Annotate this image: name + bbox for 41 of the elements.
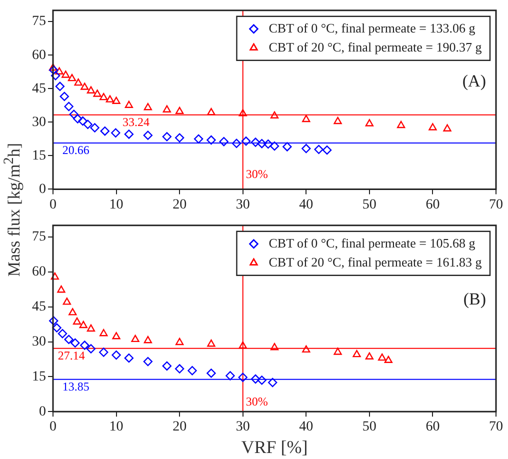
- y-tick-label: 15: [32, 148, 46, 164]
- x-tick-label: 40: [299, 197, 314, 212]
- x-tick-label: 30: [236, 420, 250, 435]
- x-tick-label: 30: [236, 197, 250, 212]
- annotation: 30%: [246, 167, 268, 182]
- annotation: (A): [462, 71, 486, 90]
- y-tick-label: 75: [32, 14, 46, 30]
- x-tick-label: 10: [109, 420, 124, 435]
- x-axis-title: VRF [%]: [241, 436, 308, 457]
- legend-label: CBT of 20 °C, final permeate = 161.83 g: [268, 254, 482, 270]
- x-tick-label: 20: [172, 420, 187, 435]
- y-tick-label: 75: [32, 230, 46, 245]
- x-tick-label: 60: [426, 420, 440, 435]
- annotation: 30%: [246, 394, 268, 408]
- x-tick-label: 40: [299, 420, 314, 435]
- y-tick-label: 30: [32, 114, 46, 130]
- x-tick-label: 0: [50, 420, 56, 435]
- legend-label: CBT of 0 °C, final permeate = 133.06 g: [268, 20, 476, 36]
- y-tick-label: 0: [39, 404, 46, 420]
- x-tick-label: 20: [172, 197, 187, 212]
- annotation: (B): [463, 289, 486, 308]
- x-tick-label: 0: [50, 197, 56, 212]
- y-tick-label: 30: [32, 334, 46, 350]
- x-tick-label: 70: [489, 420, 503, 435]
- y-tick-label: 45: [32, 81, 46, 96]
- annotation: 27.14: [58, 348, 85, 363]
- x-tick-label: 10: [109, 197, 124, 212]
- y-tick-label: 45: [32, 300, 46, 315]
- x-tick-label: 60: [426, 197, 440, 212]
- legend-label: CBT of 20 °C, final permeate = 190.37 g: [268, 39, 482, 54]
- y-tick-label: 15: [32, 369, 46, 384]
- y-tick-label: 60: [32, 264, 46, 280]
- annotation: 13.85: [62, 380, 90, 394]
- y-tick-label: 0: [39, 182, 46, 197]
- legend-label: CBT of 0 °C, final permeate = 105.68 g: [268, 235, 476, 250]
- annotation: 20.66: [62, 143, 90, 158]
- y-tick-label: 60: [32, 48, 46, 63]
- x-tick-label: 70: [489, 197, 503, 212]
- x-tick-label: 50: [362, 420, 376, 435]
- annotation: 33.24: [122, 115, 150, 130]
- x-tick-label: 50: [362, 197, 376, 212]
